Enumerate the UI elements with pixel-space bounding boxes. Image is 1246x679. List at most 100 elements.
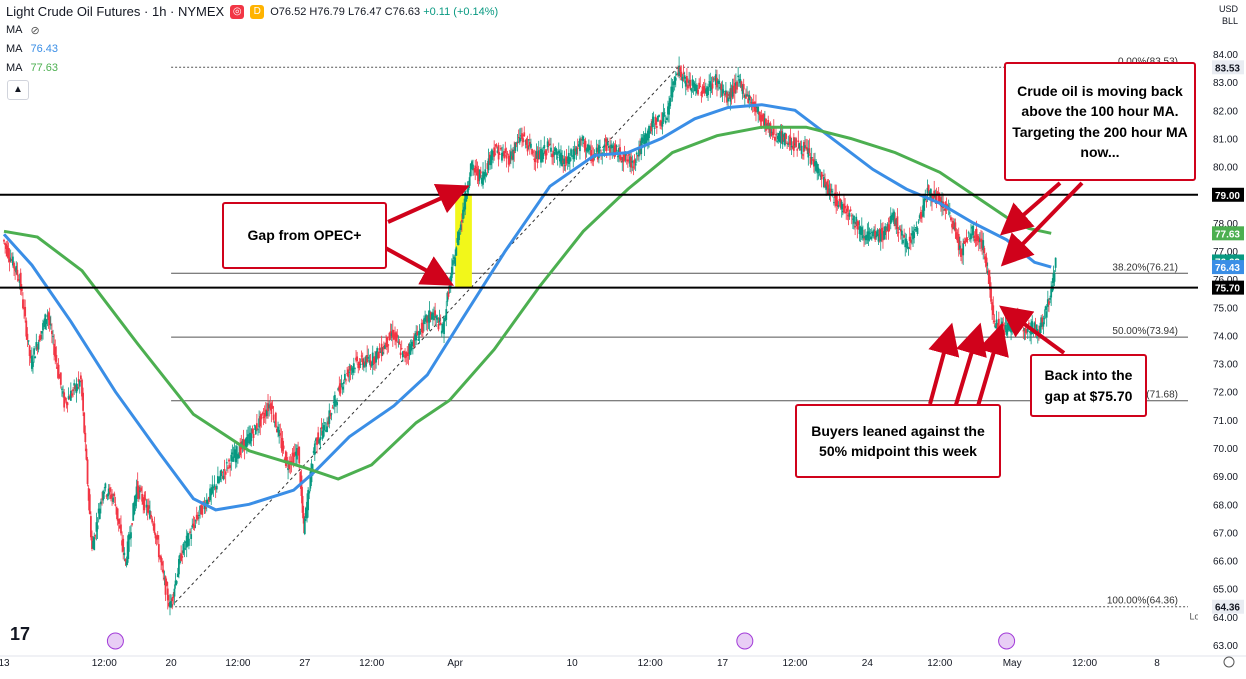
- candle-body: [631, 160, 634, 163]
- candle-body: [352, 363, 355, 368]
- candle-body: [302, 513, 305, 524]
- candle-body: [616, 156, 619, 158]
- ma-legend-row-2[interactable]: MA 76.43: [6, 43, 58, 55]
- candle-body: [562, 160, 565, 164]
- candle-body: [796, 149, 799, 151]
- candle-body: [169, 601, 171, 608]
- annotation-arrow: [387, 183, 470, 224]
- time-tick-label: 12:00: [92, 658, 117, 669]
- candle-body: [159, 555, 161, 559]
- candle-body: [925, 201, 928, 203]
- candle-body: [29, 355, 32, 359]
- candle-body: [1054, 257, 1057, 268]
- candle-body: [956, 237, 959, 243]
- candle-body: [468, 177, 471, 186]
- candle-body: [511, 155, 513, 159]
- candle-body: [390, 333, 393, 337]
- candle-body: [692, 82, 695, 88]
- candle-body: [583, 142, 586, 148]
- candle-body: [869, 236, 872, 240]
- horizontal-level-layer[interactable]: [0, 193, 1198, 289]
- candle-body: [853, 215, 855, 224]
- candle-body: [61, 388, 63, 390]
- candle-body: [131, 523, 134, 525]
- candle-body: [101, 498, 103, 500]
- candle-body: [664, 120, 667, 123]
- candle-body: [590, 150, 592, 162]
- candle-body: [892, 212, 894, 220]
- candle-body: [515, 143, 518, 145]
- candle-body: [794, 143, 796, 145]
- candle-body: [15, 265, 18, 273]
- candle-body: [268, 404, 271, 409]
- candle-body: [836, 200, 839, 207]
- candle-body: [391, 329, 394, 338]
- candle-body: [844, 205, 846, 209]
- candle-body: [445, 309, 448, 320]
- high-value: H76.79: [309, 5, 345, 18]
- candle-body: [731, 85, 734, 97]
- time-tick-label: 12:00: [225, 658, 250, 669]
- price-axis[interactable]: 84.00 83.00 82.00 81.00 80.00 79.00 78.00 77.00…: [1198, 0, 1246, 655]
- candle-body: [190, 534, 193, 540]
- candle-body: [36, 346, 39, 350]
- candle-body: [726, 92, 728, 103]
- candle-body: [293, 452, 296, 455]
- candle-body: [442, 323, 444, 332]
- candle-body: [974, 238, 977, 242]
- candle-body: [229, 465, 232, 468]
- candle-body: [799, 149, 802, 151]
- ma-legend-row-3[interactable]: MA 77.63: [6, 62, 58, 74]
- candle-body: [933, 190, 936, 194]
- candle-body: [967, 232, 970, 234]
- candle-body: [690, 88, 693, 92]
- candle-body: [258, 418, 261, 428]
- candle-body: [696, 84, 698, 93]
- candle-body: [287, 467, 289, 471]
- ma-label: MA: [6, 24, 23, 36]
- candle-body: [903, 235, 906, 238]
- candle-body: [865, 235, 868, 241]
- candle-body: [58, 377, 61, 379]
- candle-body: [747, 98, 750, 104]
- market-status-icon[interactable]: ◎: [230, 4, 245, 19]
- symbol-title[interactable]: Light Crude Oil Futures · 1h · NYMEX: [6, 4, 225, 19]
- candle-body: [39, 334, 42, 340]
- candle-body: [20, 288, 23, 292]
- candle-body: [935, 194, 938, 204]
- candle-body: [369, 360, 372, 367]
- time-tick-label: 13: [0, 658, 10, 669]
- candle-body: [115, 506, 118, 515]
- candle-body: [1041, 317, 1044, 323]
- candle-body: [524, 140, 527, 142]
- candle-body: [173, 588, 176, 597]
- candle-body: [322, 425, 325, 437]
- candle-body: [629, 156, 631, 167]
- candle-body: [418, 331, 421, 336]
- candle-body: [409, 345, 412, 355]
- candle-body: [628, 154, 630, 156]
- candle-body: [193, 525, 196, 528]
- candle-body: [272, 414, 275, 420]
- ma-legend-row-1[interactable]: MA ⊘: [6, 24, 40, 37]
- candle-body: [662, 113, 665, 122]
- data-delay-badge[interactable]: D: [250, 4, 265, 19]
- candle-body: [233, 449, 236, 458]
- tradingview-logo: 17: [10, 624, 31, 644]
- candle-body: [103, 491, 106, 494]
- candle-body: [838, 198, 841, 201]
- currency-unit[interactable]: USD BLL: [1219, 3, 1238, 27]
- collapse-legend-button[interactable]: ▲: [7, 80, 29, 100]
- eye-hidden-icon[interactable]: ⊘: [30, 25, 40, 37]
- candle-body: [242, 439, 245, 446]
- candle-body: [816, 164, 819, 174]
- candlestick-series: [3, 56, 1057, 616]
- candle-body: [123, 552, 126, 556]
- time-axis[interactable]: 13 12:00 20 12:00 27 12:00 Apr 10 12:00 17 12:00 24…: [0, 632, 1246, 669]
- candle-body: [319, 437, 322, 440]
- candle-body: [224, 471, 227, 475]
- candle-body: [255, 423, 258, 430]
- candle-body: [492, 151, 494, 155]
- candle-body: [518, 137, 521, 143]
